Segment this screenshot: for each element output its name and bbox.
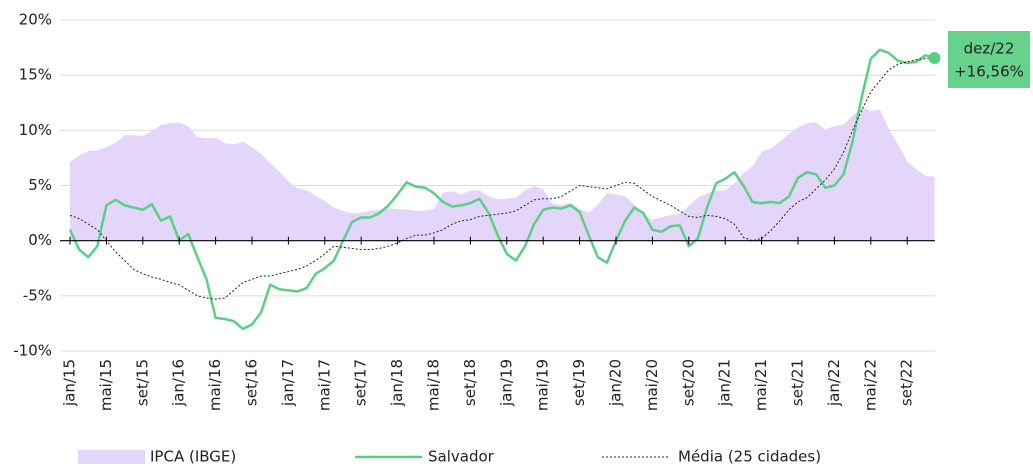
annotation-box — [948, 31, 1030, 88]
y-tick-label: -5% — [23, 286, 52, 304]
y-tick-label: -10% — [13, 342, 52, 360]
x-tick-label: set/21 — [789, 359, 807, 406]
legend-label: Média (25 cidades) — [678, 448, 821, 466]
legend-swatch — [78, 450, 145, 464]
y-tick-label: 10% — [19, 121, 52, 139]
x-tick-label: mai/19 — [534, 359, 552, 411]
annotation-label: dez/22 — [964, 40, 1015, 58]
x-tick-label: set/16 — [243, 359, 261, 406]
area — [70, 106, 935, 241]
line — [68, 48, 935, 331]
line — [69, 57, 935, 300]
x-tick-label: mai/17 — [315, 359, 333, 411]
annotation-value: +16,56% — [954, 63, 1024, 81]
y-tick-label: 20% — [19, 11, 52, 29]
x-tick-label: jan/20 — [607, 359, 625, 407]
x-tick-label: mai/15 — [97, 359, 115, 411]
x-tick-label: jan/17 — [279, 359, 297, 407]
y-tick-label: 5% — [28, 176, 52, 194]
x-tick-label: jan/19 — [497, 359, 515, 407]
x-tick-label: set/20 — [679, 359, 697, 406]
x-tick-label: mai/18 — [425, 359, 443, 411]
x-tick-label: jan/22 — [825, 359, 843, 407]
x-tick-label: mai/22 — [861, 359, 879, 411]
legend-label: Salvador — [428, 448, 495, 466]
x-tick-label: set/17 — [352, 359, 370, 406]
x-tick-label: set/18 — [461, 359, 479, 406]
x-tick-label: jan/21 — [716, 359, 734, 407]
x-tick-label: jan/18 — [388, 359, 406, 407]
legend-label: IPCA (IBGE) — [150, 448, 236, 466]
x-tick-label: set/15 — [133, 359, 151, 406]
x-tick-label: jan/16 — [170, 359, 188, 407]
x-tick-label: set/19 — [570, 359, 588, 406]
x-tick-label: jan/15 — [61, 359, 79, 407]
y-tick-label: 15% — [19, 66, 52, 84]
y-tick-label: 0% — [28, 231, 52, 249]
data — [68, 48, 935, 331]
end-point — [928, 51, 941, 64]
x-tick-label: set/22 — [898, 359, 916, 406]
x-tick-label: mai/16 — [206, 359, 224, 411]
x-tick-label: mai/20 — [643, 359, 661, 411]
x-tick-label: mai/21 — [752, 359, 770, 411]
